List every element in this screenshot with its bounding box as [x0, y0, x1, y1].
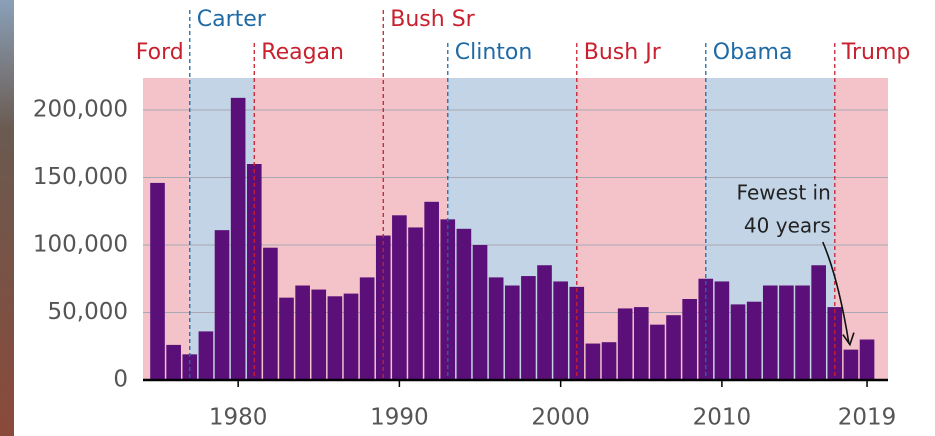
- bar: [698, 278, 714, 380]
- bar: [359, 277, 375, 380]
- x-tick-label: 1990: [370, 405, 429, 431]
- bar: [714, 281, 730, 380]
- bar: [295, 285, 310, 380]
- bar: [827, 307, 843, 380]
- bar: [553, 281, 568, 380]
- bar: [811, 265, 826, 380]
- bar: [730, 304, 746, 380]
- president-band: [834, 78, 888, 380]
- bar: [392, 215, 407, 380]
- bar: [843, 349, 859, 380]
- bar: [424, 201, 439, 380]
- bar: [246, 164, 262, 380]
- x-tick-label: 2000: [531, 405, 590, 431]
- annotation-arrowhead: [842, 332, 855, 347]
- bar: [746, 301, 762, 380]
- bar: [521, 276, 536, 380]
- bar: [166, 344, 181, 380]
- y-tick-label: 150,000: [33, 164, 128, 190]
- y-tick-label: 200,000: [33, 97, 128, 123]
- bar: [601, 342, 617, 380]
- y-tick-label: 50,000: [48, 299, 128, 325]
- bar: [279, 297, 294, 380]
- bar: [150, 182, 165, 380]
- bar: [537, 265, 552, 380]
- president-label: Ford: [136, 40, 184, 65]
- bar: [472, 245, 488, 380]
- bar: [504, 285, 520, 380]
- president-label: Obama: [713, 40, 793, 65]
- president-label: Carter: [197, 7, 267, 32]
- background-photo-edge: [0, 0, 14, 436]
- annotation: Fewest in: [737, 181, 831, 205]
- president-label: Clinton: [455, 40, 533, 65]
- bar: [779, 285, 794, 380]
- president-label: Reagan: [261, 40, 344, 65]
- president-band: [143, 78, 190, 380]
- bar: [633, 307, 649, 380]
- bar: [488, 277, 504, 380]
- president-label: Trump: [841, 40, 911, 65]
- bar: [650, 324, 665, 380]
- annotation: 40 years: [744, 214, 831, 238]
- president-label: Bush Sr: [390, 7, 475, 32]
- bar: [585, 343, 601, 380]
- president-label: Bush Jr: [584, 40, 662, 65]
- bar: [682, 299, 697, 380]
- bar: [198, 331, 214, 380]
- bar: [617, 308, 633, 380]
- y-tick-label: 0: [113, 367, 128, 393]
- bar: [859, 339, 875, 380]
- bar: [666, 315, 681, 380]
- bar: [795, 285, 810, 380]
- annotation-arrow: [822, 241, 850, 344]
- y-tick-label: 100,000: [33, 232, 128, 258]
- bar: [263, 247, 278, 380]
- bar: [440, 219, 456, 380]
- x-tick-label: 2019: [838, 405, 897, 431]
- bar: [408, 227, 423, 380]
- x-tick-label: 2010: [693, 405, 752, 431]
- bar: [343, 293, 359, 380]
- bar: [214, 230, 230, 380]
- bar: [230, 97, 246, 380]
- bar: [456, 228, 472, 380]
- bar: [762, 285, 778, 380]
- x-tick-label: 1980: [209, 405, 268, 431]
- bar: [327, 296, 343, 380]
- bar: [311, 289, 327, 380]
